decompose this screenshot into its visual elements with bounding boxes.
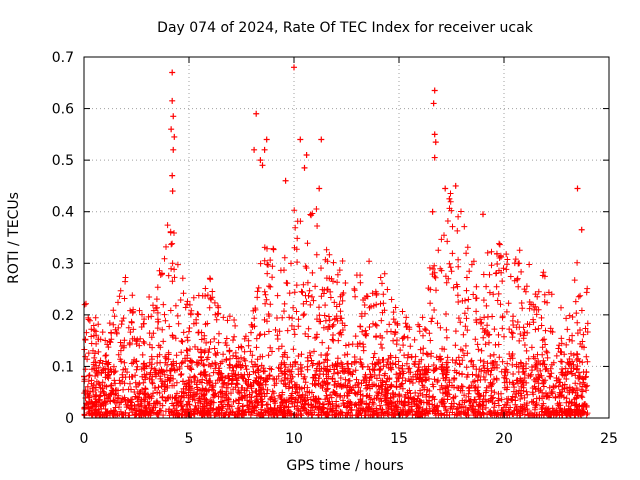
chart-title: Day 074 of 2024, Rate Of TEC Index for r… — [157, 20, 534, 36]
roti-point — [442, 185, 449, 192]
roti-point — [318, 136, 325, 143]
y-tick-label: 0.5 — [52, 153, 74, 169]
roti-point — [431, 131, 438, 138]
x-tick-label: 5 — [185, 431, 194, 447]
y-tick-label: 0.2 — [52, 308, 74, 324]
roti-point — [170, 146, 177, 153]
y-axis-ticks: 0 0.1 0.2 0.3 0.4 0.5 0.6 0.7 — [52, 50, 609, 427]
roti-point — [578, 226, 585, 233]
roti-point — [261, 146, 268, 153]
roti-point — [168, 126, 175, 133]
roti-point — [253, 110, 260, 117]
roti-point-cloud — [81, 190, 591, 419]
roti-point — [303, 151, 310, 158]
y-tick-label: 0 — [65, 411, 74, 427]
roti-point — [432, 139, 439, 146]
roti-point — [431, 154, 438, 161]
y-tick-label: 0.6 — [52, 102, 74, 118]
roti-point — [452, 182, 459, 189]
roti-point — [171, 133, 178, 140]
x-tick-label: 10 — [285, 431, 303, 447]
x-tick-label: 25 — [600, 431, 618, 447]
y-tick-label: 0.7 — [52, 50, 74, 66]
x-tick-label: 15 — [390, 431, 408, 447]
x-tick-label: 0 — [80, 431, 89, 447]
roti-point — [257, 157, 264, 164]
roti-point — [259, 162, 266, 169]
roti-point — [169, 69, 176, 76]
roti-point — [574, 185, 581, 192]
roti-point — [170, 113, 177, 120]
roti-point — [169, 172, 176, 179]
roti-point — [291, 64, 297, 71]
x-tick-label: 20 — [495, 431, 513, 447]
roti-point — [169, 188, 176, 195]
roti-point — [297, 136, 304, 143]
roti-point — [263, 136, 270, 143]
roti-point — [446, 195, 453, 202]
plot-frame — [83, 56, 610, 419]
y-axis-label: ROTI / TECUs — [6, 192, 22, 284]
roti-point — [282, 177, 289, 184]
roti-point — [169, 97, 176, 104]
plot-border — [83, 56, 610, 419]
y-tick-label: 0.4 — [52, 205, 74, 221]
roti-point — [431, 87, 438, 94]
x-axis-ticks: 0 5 10 15 20 25 — [80, 57, 618, 447]
roti-point — [429, 208, 436, 215]
roti-point — [316, 185, 323, 192]
roti-point — [480, 211, 486, 218]
y-tick-label: 0.1 — [52, 359, 74, 375]
y-tick-label: 0.3 — [52, 256, 74, 272]
roti-point — [301, 164, 308, 171]
roti-point — [251, 146, 258, 153]
data-points — [81, 64, 591, 419]
x-axis-label: GPS time / hours — [286, 458, 403, 474]
roti-point — [430, 100, 437, 107]
